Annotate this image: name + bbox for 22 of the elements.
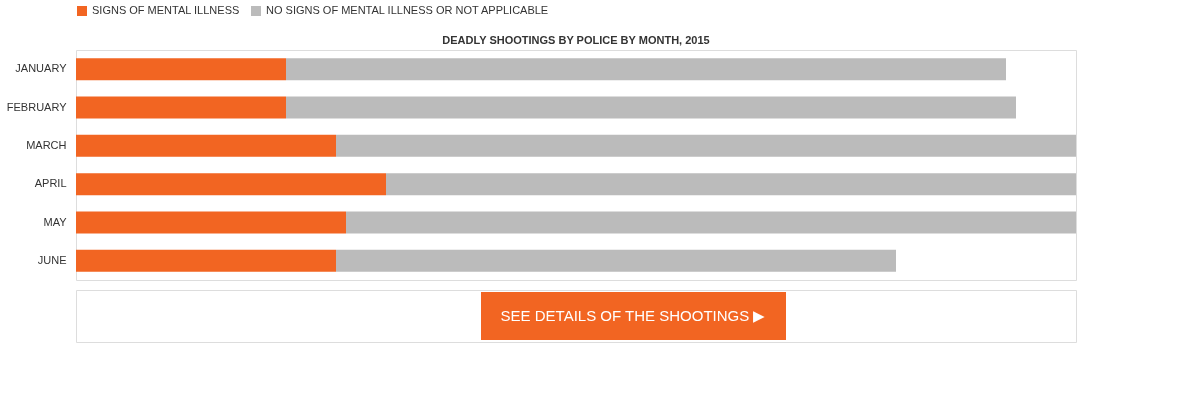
y-tick-label: MAY bbox=[43, 215, 68, 228]
y-tick-label: FEBRUARY bbox=[6, 100, 68, 113]
bar bbox=[76, 249, 336, 272]
bar bbox=[286, 96, 1016, 119]
bar bbox=[76, 173, 386, 196]
bar bbox=[286, 58, 1006, 81]
chart-title: DEADLY SHOOTINGS BY POLICE BY MONTH, 2015 bbox=[442, 34, 710, 46]
bar bbox=[336, 134, 1076, 157]
y-tick-label: MARCH bbox=[26, 138, 67, 151]
bar bbox=[76, 134, 336, 157]
bar bbox=[76, 96, 286, 119]
y-tick-label: JUNE bbox=[37, 253, 67, 266]
bar bbox=[76, 58, 286, 81]
bar bbox=[346, 211, 1076, 234]
y-tick-label: JANUARY bbox=[15, 62, 68, 75]
bar bbox=[336, 249, 896, 272]
legend-label: SIGNS OF MENTAL ILLNESS bbox=[92, 4, 240, 16]
legend-label: NO SIGNS OF MENTAL ILLNESS OR NOT APPLICABLE bbox=[266, 4, 549, 16]
bar bbox=[76, 211, 346, 234]
text: SEE DETAILS OF THE SHOOTINGS ▶ bbox=[500, 307, 766, 324]
bar bbox=[386, 173, 1076, 196]
y-tick-label: APRIL bbox=[34, 177, 67, 190]
